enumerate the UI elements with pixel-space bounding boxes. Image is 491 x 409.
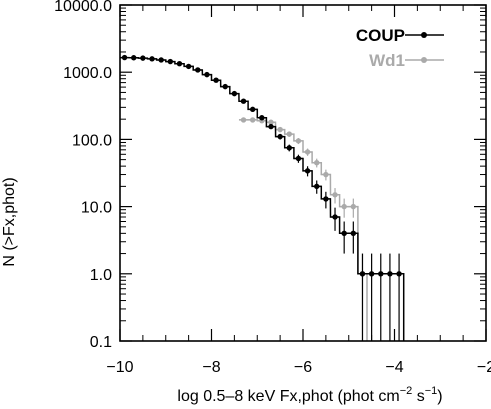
data-point-coup [249,106,256,113]
data-point-coup [350,230,357,237]
data-point-coup [213,77,219,83]
data-point-coup [323,196,329,202]
y-tick-label: 1000.0 [63,65,112,82]
series-step-line-wd1 [239,119,368,341]
data-point-coup [149,56,155,62]
series-layer [120,54,405,341]
data-point-wd1 [249,117,256,123]
y-tick-label: 10000.0 [54,0,112,15]
data-point-coup [268,123,274,130]
data-point-wd1 [295,138,302,144]
data-point-coup [359,271,366,277]
data-point-coup [222,83,228,90]
x-axis-label-main: log 0.5–8 keV Fx,phot (phot cm [177,388,399,405]
data-point-coup [259,115,265,121]
y-tick-label: 0.1 [90,334,112,351]
data-point-wd1 [341,203,347,210]
data-point-coup [396,271,402,277]
data-point-coup [286,145,292,151]
tick-marks [119,4,487,342]
data-point-coup [121,54,128,61]
data-point-coup [158,57,164,63]
data-point-wd1 [240,117,247,123]
data-point-wd1 [323,171,329,178]
data-point-coup [304,168,311,174]
y-tick-label: 10.0 [81,200,112,217]
data-point-coup [167,58,174,65]
data-point-coup [185,63,192,70]
data-point-coup [387,271,393,277]
y-tick-label: 1.0 [90,267,112,284]
data-point-coup [204,71,210,78]
data-point-wd1 [277,126,283,133]
x-axis-label-end: ) [437,388,442,405]
data-point-coup [295,155,302,162]
data-point-wd1 [286,131,292,137]
x-tick-labels: −10 −8 −6 −4 −2 [106,359,491,376]
legend-label-wd1: Wd1 [369,51,405,70]
data-point-coup [176,60,183,67]
data-point-coup [368,271,375,277]
x-tick-label: −10 [106,359,133,376]
series-coup [120,54,405,341]
y-tick-label: 100.0 [72,132,112,149]
y-tick-labels: 0.1 1.0 10.0 100.0 1000.0 10000.0 [54,0,112,351]
series-step-line-coup [120,56,405,341]
data-point-wd1 [350,203,357,210]
legend-marker-coup [421,32,427,38]
legend: COUP Wd1 [356,26,444,70]
data-point-coup [314,183,320,190]
legend-entry-wd1: Wd1 [369,51,444,70]
plot-frame [119,4,487,342]
x-axis-label-sup2: −1 [425,385,438,397]
data-point-coup [277,133,283,140]
data-point-coup [140,55,146,61]
x-axis-label-sup1: −2 [400,385,413,397]
x-tick-label: −4 [385,359,403,376]
data-point-wd1 [268,119,274,125]
data-point-coup [332,214,338,220]
data-point-coup [231,90,238,97]
x-tick-label: −8 [202,359,220,376]
data-point-coup [240,98,247,104]
legend-entry-coup: COUP [356,26,444,45]
x-axis-label: log 0.5–8 keV Fx,phot (phot cm−2 s−1) [177,385,442,405]
series-wd1 [238,117,368,341]
data-point-coup [341,230,347,237]
data-point-coup [378,271,384,277]
data-point-coup [195,67,201,73]
legend-label-coup: COUP [356,26,405,45]
legend-marker-wd1 [421,57,427,63]
data-point-wd1 [304,149,311,155]
data-point-wd1 [314,160,320,166]
x-tick-label: −2 [477,359,491,376]
data-point-coup [131,55,137,61]
y-axis-label: N (>Fx,phot) [1,177,18,266]
x-tick-label: −6 [294,359,312,376]
data-point-wd1 [332,192,338,198]
x-axis-label-mid: s [412,388,424,405]
